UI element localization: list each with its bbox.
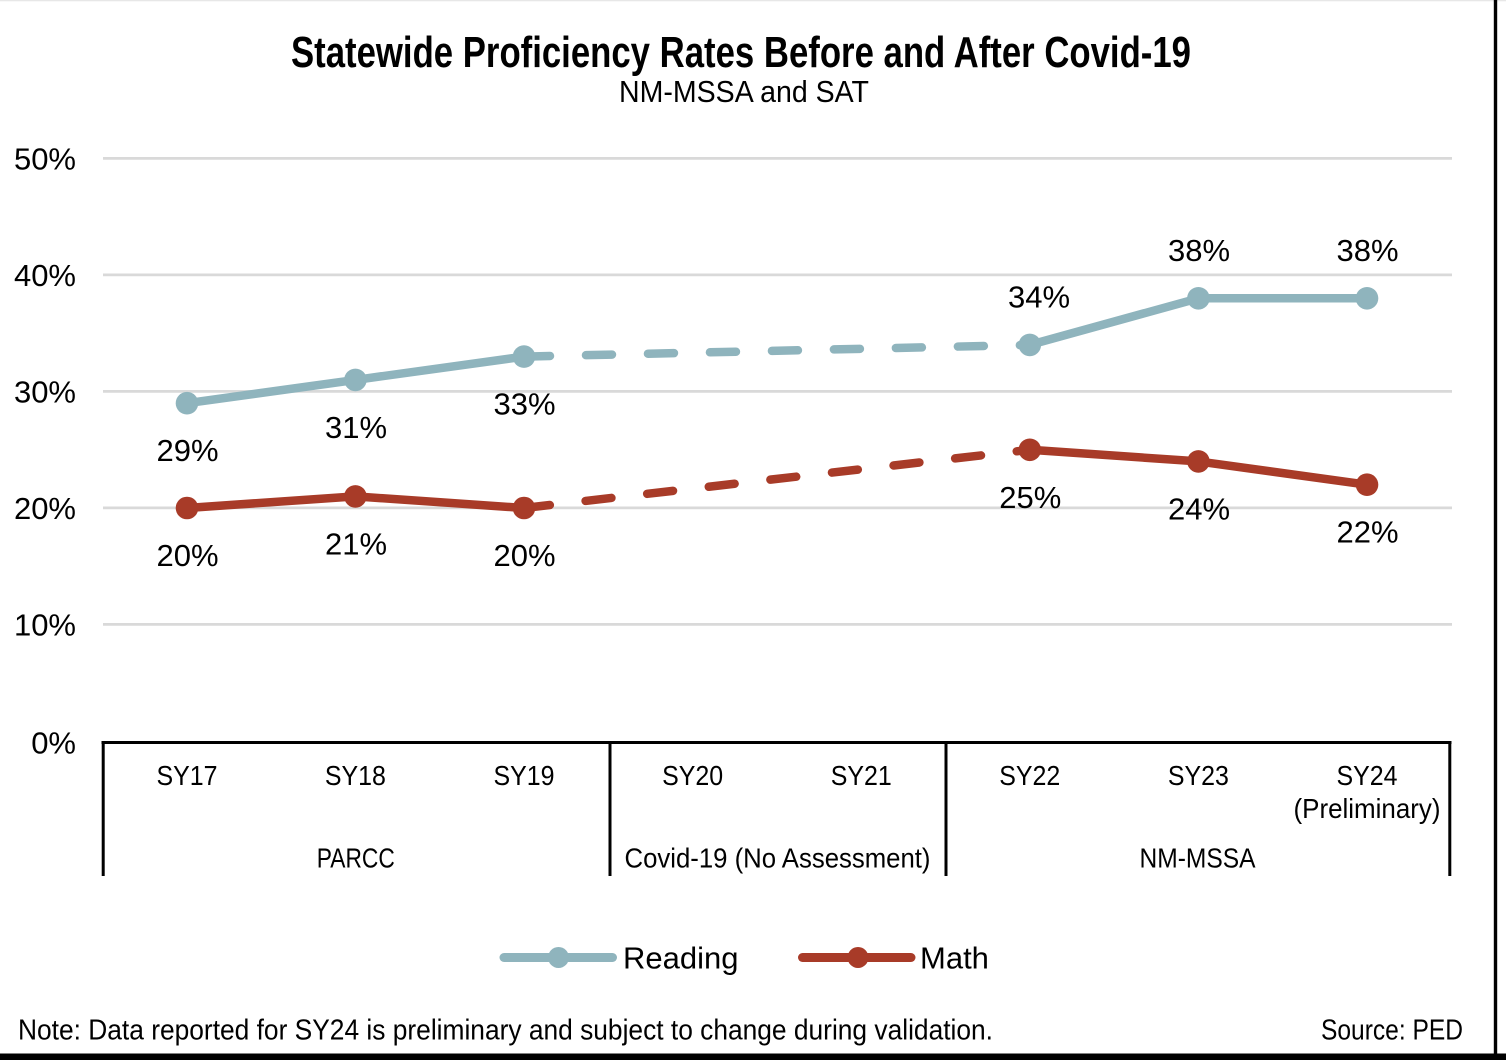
svg-text:NM-MSSA and SAT: NM-MSSA and SAT <box>619 74 869 109</box>
svg-text:Note: Data reported for SY24 i: Note: Data reported for SY24 is prelimin… <box>18 1015 993 1047</box>
svg-text:SY22: SY22 <box>999 760 1060 791</box>
svg-text:SY19: SY19 <box>494 760 555 791</box>
svg-text:SY17: SY17 <box>157 760 218 791</box>
svg-text:SY24: SY24 <box>1337 760 1398 791</box>
svg-text:Covid-19 (No Assessment): Covid-19 (No Assessment) <box>625 843 931 874</box>
svg-text:30%: 30% <box>14 375 76 410</box>
svg-text:Source: PED: Source: PED <box>1321 1015 1463 1047</box>
svg-text:33%: 33% <box>493 387 555 422</box>
svg-text:Statewide Proficiency Rates Be: Statewide Proficiency Rates Before and A… <box>291 28 1191 77</box>
svg-text:34%: 34% <box>1008 279 1070 314</box>
svg-text:NM-MSSA: NM-MSSA <box>1140 843 1256 874</box>
svg-text:SY20: SY20 <box>662 760 723 791</box>
svg-text:24%: 24% <box>1168 491 1230 526</box>
svg-text:29%: 29% <box>156 433 218 468</box>
svg-text:20%: 20% <box>14 491 76 526</box>
svg-text:50%: 50% <box>14 142 76 177</box>
svg-text:SY18: SY18 <box>325 760 386 791</box>
svg-text:Reading: Reading <box>623 940 738 975</box>
svg-text:Math: Math <box>920 940 989 975</box>
svg-text:(Preliminary): (Preliminary) <box>1294 793 1441 824</box>
svg-text:31%: 31% <box>325 410 387 445</box>
svg-text:25%: 25% <box>999 480 1061 515</box>
svg-text:SY21: SY21 <box>831 760 892 791</box>
svg-text:20%: 20% <box>156 538 218 573</box>
svg-text:21%: 21% <box>325 526 387 561</box>
svg-text:38%: 38% <box>1336 233 1398 268</box>
svg-text:0%: 0% <box>31 726 76 761</box>
svg-text:PARCC: PARCC <box>317 843 395 874</box>
svg-text:40%: 40% <box>14 258 76 293</box>
svg-text:22%: 22% <box>1336 515 1398 550</box>
svg-text:20%: 20% <box>493 538 555 573</box>
svg-text:SY23: SY23 <box>1168 760 1229 791</box>
svg-text:10%: 10% <box>14 608 76 643</box>
svg-text:38%: 38% <box>1168 233 1230 268</box>
